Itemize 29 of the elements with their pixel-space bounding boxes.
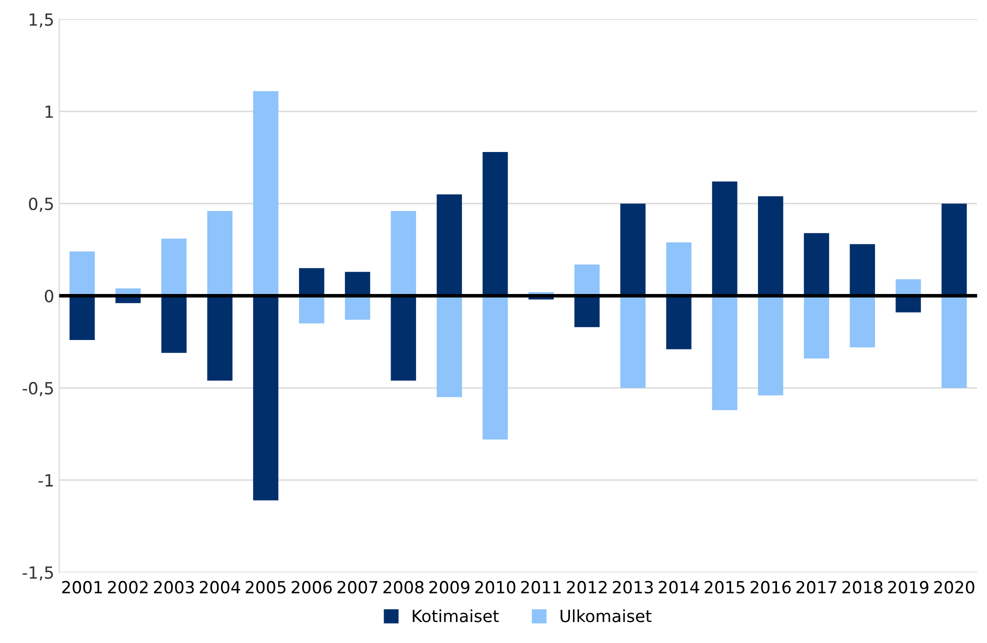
- y-tick-label: 1,5: [30, 13, 53, 28]
- x-tick-label: 2006: [292, 580, 332, 594]
- y-tick-label: -1: [38, 474, 53, 486]
- x-tick-label: 2007: [338, 580, 378, 594]
- x-tick-label: 2013: [612, 580, 653, 594]
- x-tick-label: 2018: [842, 580, 882, 594]
- x-tick-label: 2001: [62, 580, 102, 594]
- x-tick-label: 2015: [704, 580, 744, 594]
- x-tick-label: 2016: [750, 580, 791, 594]
- x-tick-label: 2010: [475, 580, 516, 594]
- y-tick-label: 0: [44, 290, 54, 302]
- x-tick-label: 2014: [658, 580, 700, 594]
- x-tick-label: 2002: [108, 580, 148, 594]
- x-tick-label: 2008: [383, 580, 424, 594]
- x-tick-label: 2012: [567, 580, 607, 594]
- x-tick-label: 2004: [200, 580, 240, 594]
- x-tick-label: 2019: [888, 580, 928, 594]
- x-tick-label: 2011: [521, 580, 561, 594]
- x-tick-label: 2009: [429, 580, 470, 594]
- y-tick-label: -1,5: [22, 566, 53, 581]
- x-tick-label: 2020: [934, 580, 974, 594]
- y-tick-label: 1: [46, 106, 53, 118]
- y-tick-label: 0,5: [28, 198, 53, 212]
- x-tick-label: 2005: [246, 580, 286, 594]
- x-tick-label: 2017: [796, 580, 836, 594]
- x-tick-label: 2003: [154, 580, 194, 594]
- y-tick-label: -0,5: [22, 382, 53, 396]
- legend-label: Ulkomaiset: [560, 609, 652, 622]
- legend-label: Kotimaiset: [412, 609, 499, 622]
